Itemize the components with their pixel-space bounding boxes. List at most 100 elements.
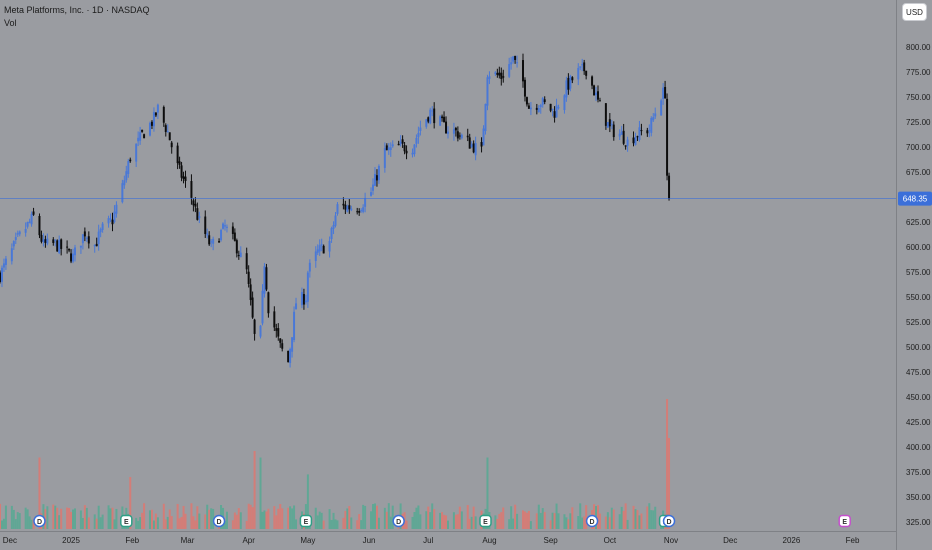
candle-body <box>610 123 613 125</box>
candle-body <box>79 245 82 248</box>
candle-body <box>225 226 228 228</box>
candle-body <box>468 137 471 149</box>
candle-body <box>557 107 560 109</box>
candle-body <box>612 124 615 138</box>
volume-bar <box>38 457 41 529</box>
x-tick-label: Nov <box>664 536 678 545</box>
candle-body <box>54 239 57 241</box>
candle-body <box>125 171 128 181</box>
candle-body <box>237 255 240 257</box>
currency-button[interactable]: USD <box>902 3 927 21</box>
volume-bar <box>223 521 226 529</box>
candle-body <box>480 142 483 147</box>
dividend-marker-icon <box>662 514 676 528</box>
volume-bar <box>182 505 185 529</box>
candle-body <box>308 262 311 272</box>
x-tick-label: Aug <box>482 536 496 545</box>
candle-body <box>486 77 489 106</box>
candle-body <box>212 238 215 244</box>
volume-bar <box>2 518 5 529</box>
volume-bar <box>445 515 448 529</box>
volume-bar <box>26 509 29 529</box>
volume-bar <box>4 505 7 529</box>
volume-bar <box>523 511 526 529</box>
volume-bar <box>196 506 199 529</box>
event-marker-label: D <box>37 519 42 526</box>
candle-body <box>194 203 197 207</box>
candle-body <box>549 103 552 111</box>
y-tick-label: 325.00 <box>906 518 931 527</box>
candle-body <box>210 241 213 243</box>
y-tick-label: 700.00 <box>906 143 931 152</box>
candle-body <box>0 267 3 282</box>
candle-body <box>660 100 663 116</box>
candle-body <box>135 143 138 162</box>
volume-bar <box>565 517 568 529</box>
candle-body <box>377 166 380 181</box>
volume-bar <box>443 514 446 529</box>
event-marker-label: E <box>842 519 847 526</box>
x-tick-label: Sep <box>544 536 559 545</box>
volume-bar <box>632 505 635 529</box>
candle-body <box>231 226 234 234</box>
volume-bar <box>85 507 88 529</box>
candle-body <box>397 143 400 146</box>
candle-body <box>427 117 430 122</box>
volume-bar <box>508 519 511 529</box>
candle-body <box>289 349 292 364</box>
candle-body <box>445 121 448 134</box>
volume-bar <box>318 511 321 529</box>
candle-body <box>222 223 225 229</box>
x-tick-label: May <box>300 536 315 545</box>
volume-bar <box>498 513 501 529</box>
candle-body <box>535 107 538 110</box>
volume-bar <box>239 512 242 529</box>
candle-body <box>415 137 418 144</box>
x-tick-label: Dec <box>723 536 737 545</box>
candle-body <box>208 235 211 245</box>
volume-bar <box>237 508 240 529</box>
symbol-title[interactable]: Meta Platforms, Inc. · 1D · NASDAQ <box>4 5 150 15</box>
candle-body <box>162 106 165 123</box>
candle-body <box>109 218 112 220</box>
candle-body <box>523 79 526 97</box>
volume-bar <box>10 505 13 529</box>
candle-body <box>206 233 209 236</box>
y-tick-label: 800.00 <box>906 43 931 52</box>
candle-body <box>334 215 337 226</box>
y-tick-label: 600.00 <box>906 243 931 252</box>
candle-body <box>32 211 35 215</box>
volume-bar <box>512 518 515 529</box>
candle-body <box>654 113 657 117</box>
candle-body <box>141 129 144 132</box>
volume-bar <box>277 508 280 529</box>
volume-bar <box>439 512 442 529</box>
volume-bar <box>383 507 386 529</box>
candle-body <box>12 241 15 247</box>
candle-body <box>99 229 102 233</box>
volume-bar <box>0 520 3 529</box>
volume-bar <box>156 517 159 529</box>
candle-body <box>139 132 142 141</box>
volume-bar <box>431 503 434 529</box>
volume-bar <box>180 516 183 529</box>
candle-body <box>640 130 643 132</box>
volume-bar <box>190 503 193 529</box>
candle-body <box>555 105 558 118</box>
candle-body <box>121 183 124 203</box>
y-tick-label: 500.00 <box>906 343 931 352</box>
candle-body <box>618 133 621 137</box>
volume-bar <box>606 512 609 529</box>
candle-body <box>521 60 524 82</box>
volume-bar <box>370 511 373 529</box>
candle-body <box>259 325 262 337</box>
volume-bar <box>668 438 671 529</box>
volume-bar <box>500 512 503 529</box>
volume-bar <box>427 506 430 529</box>
volume-bar <box>502 507 505 529</box>
volume-bar <box>413 512 416 529</box>
volume-bar <box>553 513 556 529</box>
volume-bar <box>129 477 132 529</box>
volume-indicator-label[interactable]: Vol <box>4 18 17 28</box>
